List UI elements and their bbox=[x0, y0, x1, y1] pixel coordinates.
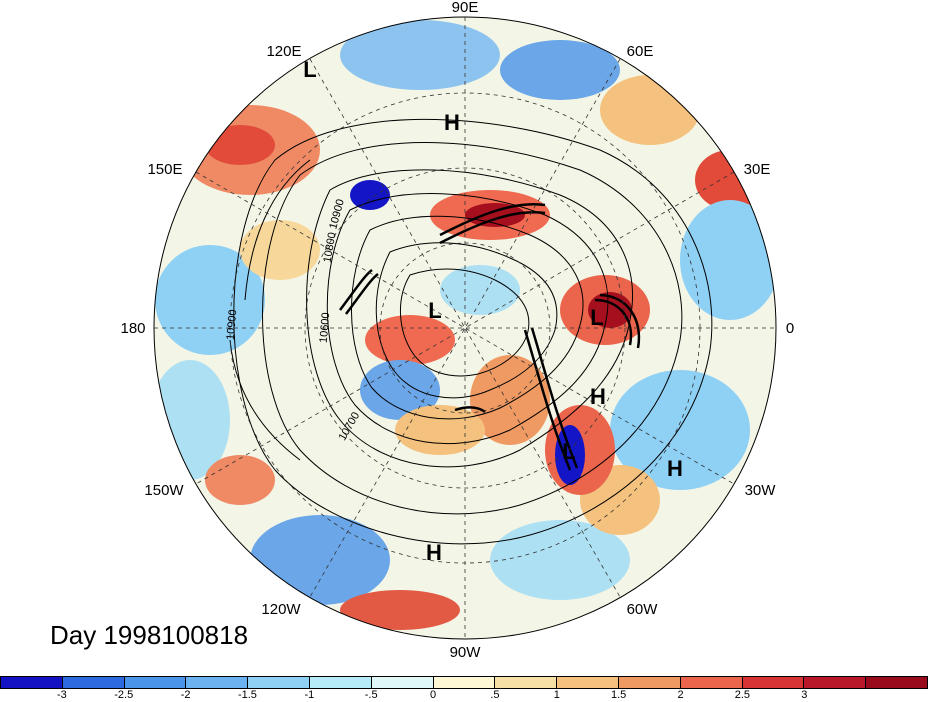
colorbar-tick-labels: -3 -2.5 -2 -1.5 -1 -.5 0 .5 1 1.5 2 2.5 3 bbox=[0, 689, 928, 702]
lon-label-150e: 150E bbox=[147, 161, 182, 178]
lon-label-90e: 90E bbox=[452, 0, 479, 16]
lon-label-180: 180 bbox=[120, 320, 145, 337]
colorbar-cell bbox=[495, 677, 558, 688]
lon-label-30w: 30W bbox=[745, 482, 777, 499]
lon-label-90w: 90W bbox=[450, 644, 482, 661]
colorbar-cell bbox=[371, 677, 434, 688]
colorbar-tick-label: -2.5 bbox=[114, 689, 134, 701]
contour-label: 10900 bbox=[225, 309, 240, 341]
lon-label-30e: 30E bbox=[744, 161, 771, 178]
lon-label-60e: 60E bbox=[627, 43, 654, 60]
polar-map: 90E 120E 60E 150E 30E 180 0 150W 30W 120… bbox=[120, 0, 794, 661]
map-boundary bbox=[153, 16, 777, 640]
low-center: L bbox=[303, 57, 316, 82]
lon-label-120e: 120E bbox=[266, 43, 301, 60]
colorbar-tick-label: -.5 bbox=[364, 689, 378, 701]
colorbar-tick-label: 2 bbox=[677, 689, 684, 701]
pressure-centers: L H L L H L H H bbox=[303, 57, 683, 565]
colorbar-tick-label: 1 bbox=[553, 689, 560, 701]
colorbar-cell bbox=[309, 677, 372, 688]
colorbar-tick-label: 2.5 bbox=[734, 689, 751, 701]
colorbar-cell bbox=[804, 677, 867, 688]
jet-streaks bbox=[338, 202, 641, 471]
lon-label-0: 0 bbox=[786, 320, 794, 337]
colorbar-tick-label: 0 bbox=[430, 689, 437, 701]
colorbar-cell bbox=[866, 677, 927, 688]
colorbar-tick-label: -1.5 bbox=[237, 689, 257, 701]
high-center: H bbox=[590, 384, 606, 409]
colorbar-tick-label: -3 bbox=[56, 689, 67, 701]
low-center: L bbox=[562, 439, 575, 464]
colorbar-cell bbox=[557, 677, 619, 688]
day-title: Day 1998100818 bbox=[50, 620, 249, 650]
longitude-labels: 90E 120E 60E 150E 30E 180 0 150W 30W 120… bbox=[120, 0, 794, 661]
low-center: L bbox=[428, 298, 441, 323]
colorbar-cell bbox=[680, 677, 743, 688]
colorbar-tick-label: -2 bbox=[180, 689, 191, 701]
contour-label: 10600 bbox=[318, 312, 333, 344]
colorbar-cell bbox=[62, 677, 125, 688]
colorbar-cell bbox=[1, 677, 63, 688]
high-center: H bbox=[426, 540, 442, 565]
colorbar-tick-label: 1.5 bbox=[611, 689, 627, 701]
colorbar-cell bbox=[124, 677, 187, 688]
colorbar-tick-label: -1 bbox=[304, 689, 315, 701]
colorbar-tick-label: 3 bbox=[801, 689, 808, 701]
colorbar-cell bbox=[433, 677, 496, 688]
low-center: L bbox=[590, 305, 603, 330]
lon-label-60w: 60W bbox=[627, 601, 659, 618]
contour-label: 10800 bbox=[321, 231, 338, 263]
high-center: H bbox=[667, 456, 683, 481]
colorbar bbox=[0, 676, 928, 689]
colorbar-tick-label: .5 bbox=[490, 689, 500, 701]
lon-label-120w: 120W bbox=[261, 601, 301, 618]
lon-label-150w: 150W bbox=[144, 482, 184, 499]
high-center: H bbox=[444, 110, 460, 135]
colorbar-cell bbox=[742, 677, 805, 688]
colorbar-cell bbox=[186, 677, 249, 688]
colorbar-cell bbox=[618, 677, 681, 688]
colorbar-cell bbox=[248, 677, 310, 688]
graticule bbox=[154, 17, 776, 639]
